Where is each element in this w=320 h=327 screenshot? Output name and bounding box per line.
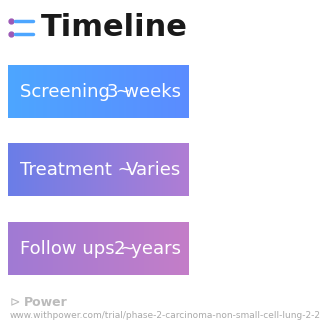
Text: ⊳: ⊳ [10, 296, 20, 309]
Text: Varies: Varies [126, 161, 181, 179]
Text: Treatment ~: Treatment ~ [20, 161, 132, 179]
Text: Follow ups ~: Follow ups ~ [20, 239, 135, 258]
Text: www.withpower.com/trial/phase-2-carcinoma-non-small-cell-lung-2-2022-c125a: www.withpower.com/trial/phase-2-carcinom… [10, 311, 320, 320]
Text: Screening ~: Screening ~ [20, 82, 130, 101]
Text: Power: Power [24, 296, 67, 309]
Text: 3 weeks: 3 weeks [107, 82, 181, 101]
Text: Timeline: Timeline [41, 13, 188, 42]
Text: 2 years: 2 years [114, 239, 181, 258]
